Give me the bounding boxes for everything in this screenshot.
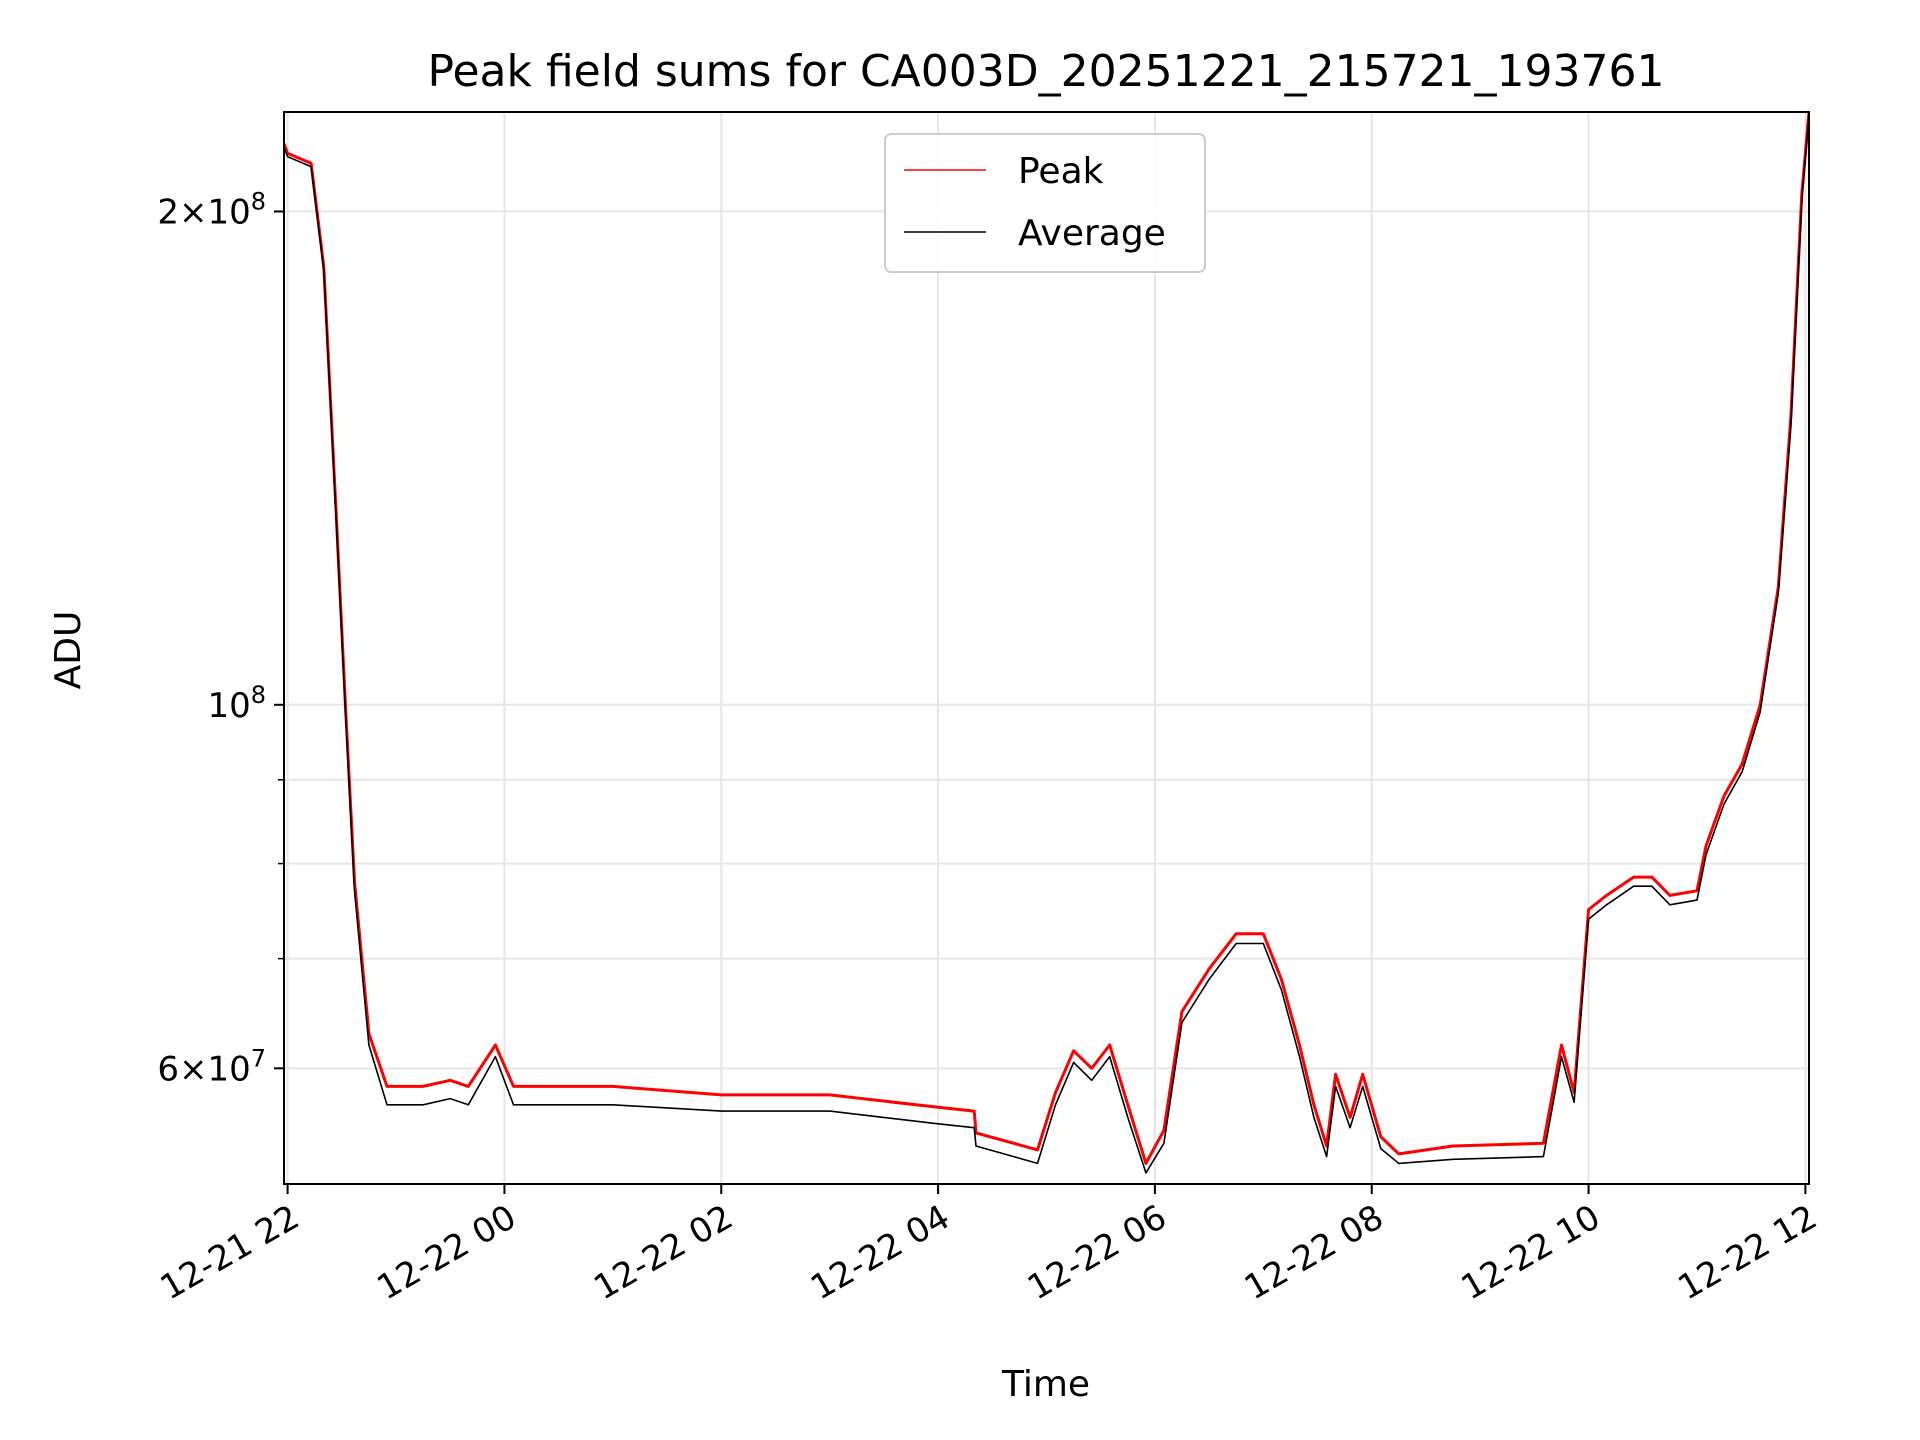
legend: Peak Average [884,133,1206,273]
y-tick-label: 2×108 [157,187,266,232]
series-line-average [284,115,1809,1174]
y-tick-base: 10 [207,686,250,726]
y-tick-exponent: 7 [251,1044,266,1072]
y-tick-label: 6×107 [157,1044,266,1089]
series-area [284,112,1809,1174]
y-tick-mantissa: 6 [157,1049,179,1089]
y-tick-exponent: 8 [251,681,266,709]
series-line-peak [284,112,1809,1165]
x-axis-label: Time [1001,1364,1090,1405]
chart-title: Peak field sums for CA003D_20251221_2157… [427,46,1664,97]
y-tick-label: 108 [207,681,266,726]
y-tick-times: ×10 [179,192,251,232]
y-tick-times: ×10 [179,1049,251,1089]
y-tick-mantissa: 2 [157,192,179,232]
y-tick-exponent: 8 [251,187,266,215]
y-axis-label: ADU [48,611,89,690]
legend-label-peak: Peak [1018,151,1104,192]
plot-frame [283,111,1810,1185]
legend-box [884,133,1206,273]
legend-label-average: Average [1018,213,1166,254]
